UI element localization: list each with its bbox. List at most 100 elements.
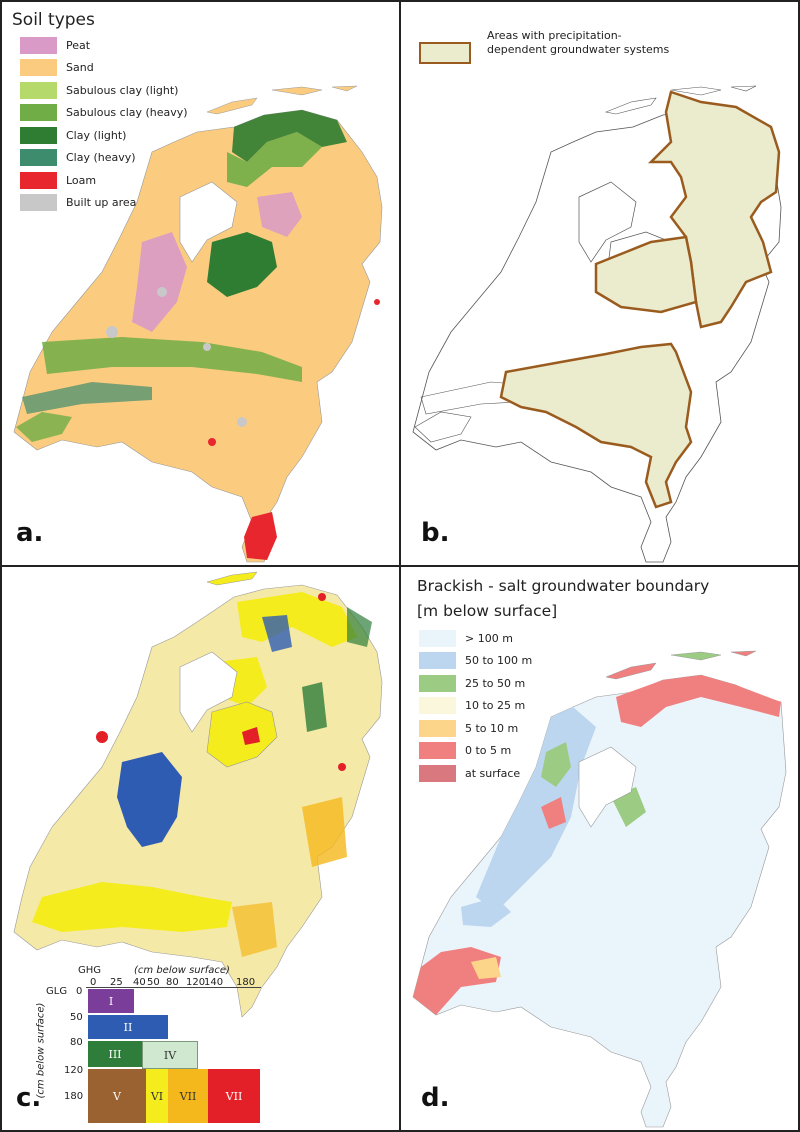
- panel-letter-d: d.: [421, 1083, 450, 1113]
- map-outline: [412, 109, 782, 563]
- groundwater-classes-map: [13, 571, 383, 1018]
- panel-c-groundwater-classes: GHG (cm below surface) 0 25 40 50 80 120…: [0, 565, 401, 1132]
- class-iii-cell: III: [88, 1041, 142, 1067]
- map-salt-north: [616, 675, 781, 727]
- legend-label: 50 to 100 m: [465, 654, 533, 668]
- panel-b-groundwater-systems: Areas with precipitation-dependent groun…: [399, 0, 800, 567]
- legend-item: Clay (heavy): [20, 147, 188, 170]
- legend-label: Clay (heavy): [66, 151, 136, 165]
- legend-item: Peat: [20, 34, 188, 57]
- legend-label: 10 to 25 m: [465, 699, 526, 713]
- legend-swatch: [419, 652, 456, 670]
- class-i-cell: I: [88, 989, 134, 1013]
- ghg-label: GHG: [78, 965, 102, 976]
- glg-tick: 50: [70, 1012, 83, 1023]
- soil-legend-title: Soil types: [12, 10, 95, 30]
- ghg-tick: 140: [204, 977, 224, 988]
- legend-item: Clay (light): [20, 124, 188, 147]
- map-land-deep: [412, 674, 787, 1128]
- legend-swatch: [20, 104, 57, 122]
- class-v-cell: V: [88, 1069, 146, 1123]
- legend-label: at surface: [465, 766, 521, 780]
- map-peat-north: [257, 192, 302, 237]
- legend-swatch: [419, 674, 456, 692]
- legend-label: 0 to 5 m: [465, 744, 512, 758]
- legend-item: Sabulous clay (light): [20, 79, 188, 102]
- glg-label: GLG: [46, 986, 68, 997]
- legend-label: Sabulous clay (light): [66, 83, 179, 97]
- precip-area-veluwe: [594, 235, 698, 314]
- map-flevoland-clay: [207, 232, 277, 297]
- map-peat-west: [132, 232, 187, 332]
- legend-item: Built up area: [20, 192, 188, 215]
- legend-item: at surface: [419, 762, 532, 785]
- brackish-boundary-map: [412, 650, 787, 1128]
- legend-swatch: [419, 742, 456, 760]
- glg-tick: 120: [64, 1065, 84, 1076]
- legend-label: Sand: [66, 61, 94, 75]
- class-vii-red-cell: VII: [208, 1069, 260, 1123]
- precip-legend-label: Areas with precipitation-dependent groun…: [487, 29, 670, 56]
- legend-label: Built up area: [66, 196, 137, 210]
- brackish-title: Brackish - salt groundwater boundary: [417, 577, 710, 595]
- ghg-tick: 120: [186, 977, 206, 988]
- legend-swatch: [419, 764, 456, 782]
- ghg-tick: 25: [110, 977, 123, 988]
- class-vii-cell: VII: [168, 1069, 208, 1123]
- legend-label: > 100 m: [465, 631, 513, 645]
- legend-item: 0 to 5 m: [419, 740, 532, 763]
- precip-legend-swatch: [419, 42, 471, 64]
- legend-swatch: [20, 194, 57, 212]
- precip-area-northeast: [647, 90, 781, 329]
- legend-swatch: [20, 149, 57, 167]
- legend-label: Clay (light): [66, 128, 127, 142]
- panel-a-soil-types: Soil types Peat Sand Sabulous clay (ligh…: [0, 0, 401, 567]
- class-ii-cell: II: [88, 1015, 168, 1039]
- ghg-unit: (cm below surface): [134, 965, 230, 976]
- panel-d-brackish-boundary: Brackish - salt groundwater boundary [m …: [399, 565, 800, 1132]
- glg-tick: 180: [64, 1091, 84, 1102]
- map-river-clay: [42, 337, 302, 382]
- legend-item: 50 to 100 m: [419, 650, 532, 673]
- legend-label: Loam: [66, 173, 97, 187]
- ghg-tick: 50: [147, 977, 160, 988]
- legend-label: 5 to 10 m: [465, 721, 519, 735]
- ghg-tick: 180: [236, 977, 256, 988]
- panel-letter-a: a.: [16, 518, 44, 548]
- glg-tick: 80: [70, 1037, 83, 1048]
- class-iv-cell: IV: [142, 1041, 198, 1069]
- map-loam-limburg: [244, 512, 277, 560]
- legend-swatch: [20, 171, 57, 189]
- map-ijsselmeer: [179, 181, 238, 263]
- legend-item: 25 to 50 m: [419, 672, 532, 695]
- map-sabulous-north: [227, 132, 322, 187]
- map-river-clay-south: [22, 382, 152, 414]
- legend-swatch: [419, 697, 456, 715]
- ghg-tick: 0: [90, 977, 97, 988]
- ghg-tick: 40: [133, 977, 146, 988]
- map-zeeland: [16, 412, 72, 442]
- soil-types-map: [13, 85, 383, 563]
- precip-area-south: [499, 342, 693, 509]
- legend-label: 25 to 50 m: [465, 676, 526, 690]
- legend-label: Sabulous clay (heavy): [66, 106, 188, 120]
- legend-item: > 100 m: [419, 627, 532, 650]
- brackish-legend: > 100 m 50 to 100 m 25 to 50 m 10 to 25 …: [419, 627, 532, 785]
- legend-swatch: [20, 36, 57, 54]
- legend-label: Peat: [66, 38, 91, 52]
- legend-swatch: [20, 126, 57, 144]
- legend-item: Loam: [20, 169, 188, 192]
- map-clay-north: [232, 110, 347, 162]
- groundwater-class-table: GHG (cm below surface) 0 25 40 50 80 120…: [16, 965, 266, 1125]
- legend-item: Sabulous clay (heavy): [20, 102, 188, 125]
- panel-letter-b: b.: [421, 518, 450, 548]
- glg-tick: 0: [76, 986, 83, 997]
- ghg-tick: 80: [166, 977, 179, 988]
- map-class-ii: [117, 752, 182, 847]
- groundwater-systems-map: [412, 85, 782, 563]
- legend-item: 10 to 25 m: [419, 695, 532, 718]
- legend-item: Sand: [20, 57, 188, 80]
- legend-swatch: [20, 81, 57, 99]
- legend-item: 5 to 10 m: [419, 717, 532, 740]
- brackish-subtitle: [m below surface]: [417, 602, 558, 620]
